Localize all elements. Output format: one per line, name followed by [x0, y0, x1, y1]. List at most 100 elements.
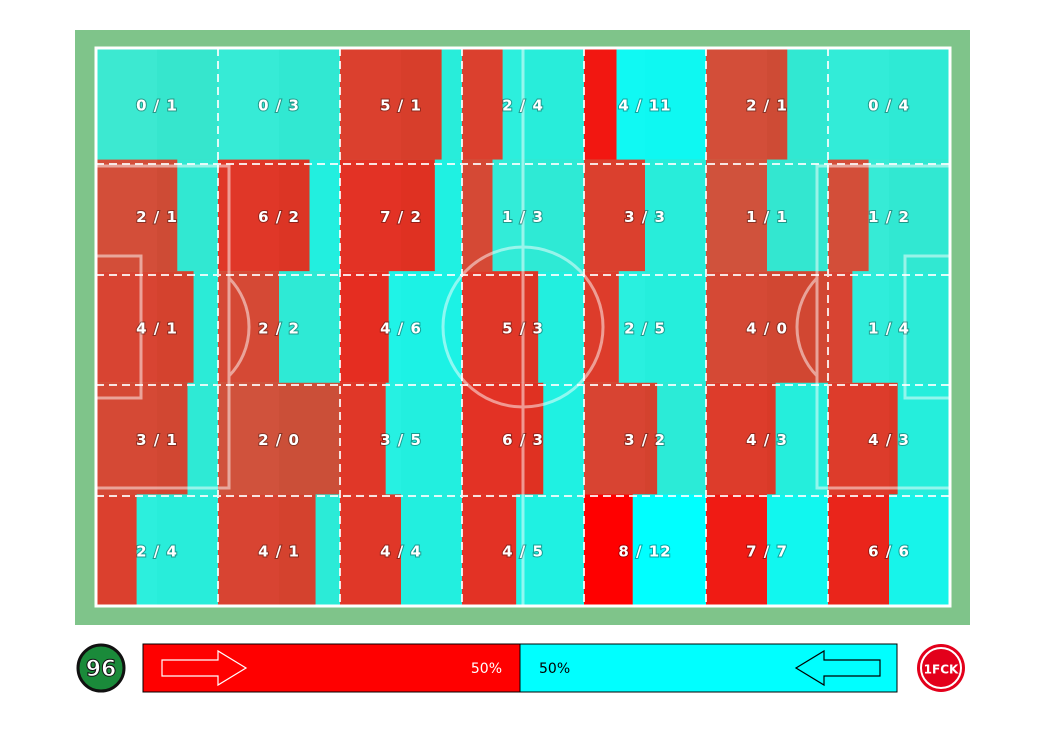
cell-label: 2 / 5 — [624, 320, 666, 338]
home-share — [462, 494, 517, 606]
away-share — [645, 159, 706, 272]
away-share — [401, 494, 462, 606]
away-share — [889, 494, 950, 606]
away-share — [538, 271, 584, 383]
home-share — [706, 382, 776, 495]
away-share — [309, 159, 340, 272]
home-bar — [143, 644, 520, 692]
home-share — [706, 159, 767, 272]
home-share — [584, 382, 658, 495]
cell-label: 0 / 1 — [136, 96, 178, 114]
home-share — [584, 494, 633, 606]
away-share — [657, 382, 706, 495]
home-share — [340, 271, 389, 383]
cell-label: 2 / 1 — [746, 96, 788, 114]
cells — [96, 48, 950, 606]
home-share — [218, 159, 310, 272]
home-share — [828, 159, 869, 272]
away-share — [852, 271, 950, 383]
cell-label: 5 / 1 — [380, 96, 422, 114]
cell-label: 6 / 6 — [868, 543, 910, 561]
cell-label: 2 / 1 — [136, 208, 178, 226]
cell-label: 4 / 4 — [380, 543, 422, 561]
away-share — [516, 494, 584, 606]
cell-label: 7 / 2 — [380, 208, 422, 226]
away-share — [279, 271, 340, 383]
cell-label: 6 / 3 — [502, 431, 544, 449]
away-share — [193, 271, 218, 383]
home-share — [96, 159, 178, 272]
home-share — [340, 494, 401, 606]
logo-left: 96 — [76, 643, 126, 693]
home-share — [96, 382, 188, 495]
home-share — [584, 271, 619, 383]
away-share — [434, 159, 462, 272]
away-share-label: 50% — [539, 661, 570, 677]
home-share — [828, 271, 853, 383]
home-share — [584, 48, 617, 160]
away-share — [868, 159, 950, 272]
away-bar — [520, 644, 897, 692]
pitch-border — [94, 46, 952, 608]
cell-label: 2 / 2 — [258, 320, 300, 338]
cell-label: 4 / 3 — [746, 431, 788, 449]
away-share — [775, 382, 828, 495]
home-share — [96, 494, 137, 606]
share-bar: 50% 50% — [142, 643, 898, 693]
home-share — [828, 494, 889, 606]
home-share — [706, 494, 767, 606]
away-share — [787, 48, 828, 160]
away-share — [315, 494, 340, 606]
cell-label: 0 / 3 — [258, 96, 300, 114]
cell-label: 3 / 2 — [624, 431, 666, 449]
cell-label: 3 / 1 — [136, 431, 178, 449]
away-share — [767, 494, 828, 606]
cell-label: 7 / 7 — [746, 543, 788, 561]
away-share — [96, 48, 218, 160]
away-share — [897, 382, 950, 495]
cell-label: 2 / 4 — [136, 543, 178, 561]
cell-label: 3 / 5 — [380, 431, 422, 449]
away-share — [828, 48, 950, 160]
home-share — [96, 271, 194, 383]
away-share — [492, 159, 584, 272]
cell-label: 2 / 4 — [502, 96, 544, 114]
away-share — [618, 271, 706, 383]
cell-label: 3 / 3 — [624, 208, 666, 226]
home-share — [462, 382, 544, 495]
away-share — [385, 382, 462, 495]
home-share — [462, 271, 539, 383]
cell-label: 4 / 6 — [380, 320, 422, 338]
home-share — [462, 159, 493, 272]
away-share — [543, 382, 584, 495]
home-share — [584, 159, 645, 272]
home-share — [462, 48, 503, 160]
home-share — [218, 382, 340, 495]
away-share — [136, 494, 218, 606]
logo-text: 1FCK — [924, 663, 959, 677]
cell-label: 1 / 3 — [502, 208, 544, 226]
home-share-label: 50% — [471, 661, 502, 677]
cell-label: 5 / 3 — [502, 320, 544, 338]
arrow-left — [794, 649, 881, 687]
cell-label: 8 / 12 — [618, 543, 671, 561]
away-share — [177, 159, 218, 272]
cell-label: 0 / 4 — [868, 96, 910, 114]
cell-label: 1 / 2 — [868, 208, 910, 226]
cell-label: 4 / 1 — [258, 543, 300, 561]
home-share — [706, 48, 788, 160]
logo-right: 1FCK — [917, 644, 965, 692]
away-share — [616, 48, 706, 160]
cell-label: 2 / 0 — [258, 431, 300, 449]
cell-label: 1 / 1 — [746, 208, 788, 226]
home-share — [340, 382, 386, 495]
home-share — [340, 48, 442, 160]
away-share — [632, 494, 706, 606]
cell-grid — [96, 48, 950, 606]
away-share — [441, 48, 462, 160]
cell-label: 4 / 0 — [746, 320, 788, 338]
cell-label: 1 / 4 — [868, 320, 910, 338]
cell-label: 6 / 2 — [258, 208, 300, 226]
home-share — [828, 382, 898, 495]
